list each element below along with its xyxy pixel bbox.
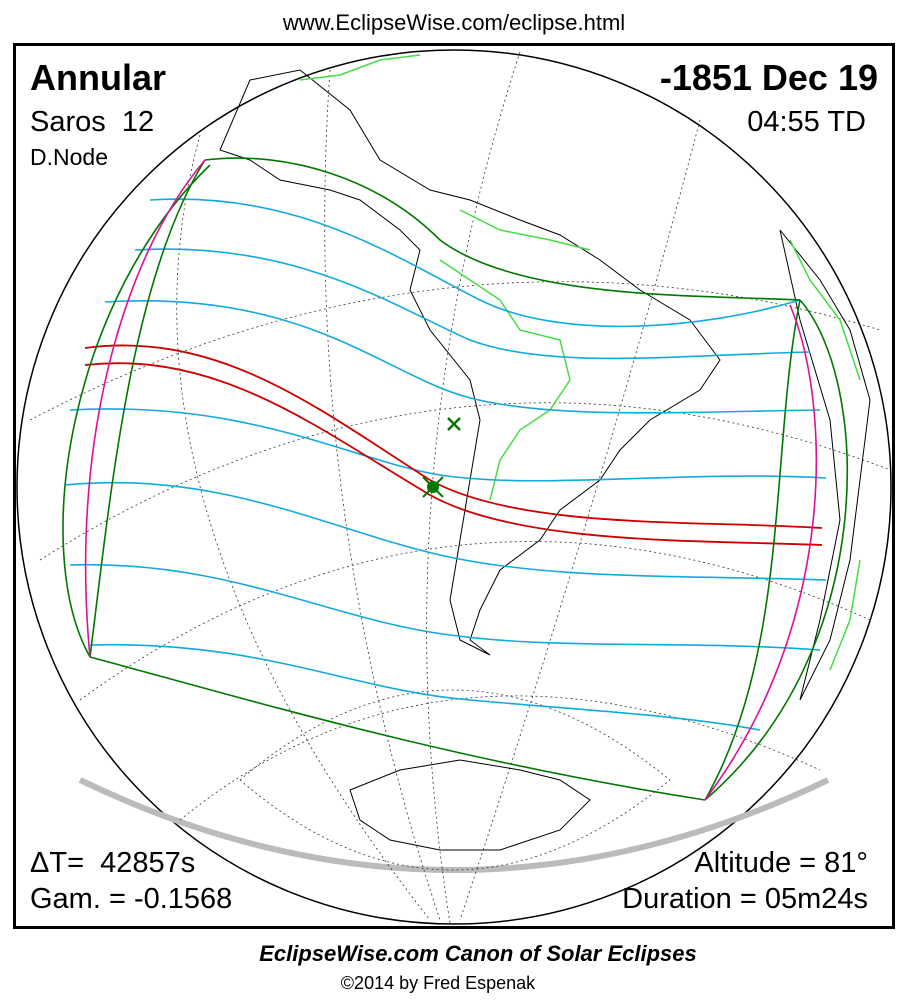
shade xyxy=(78,777,830,873)
eclipse-type: Annular xyxy=(30,57,166,98)
globe-outline xyxy=(16,49,892,925)
borders xyxy=(299,54,861,671)
gamma: Gam. = -0.1568 xyxy=(30,883,232,915)
central-path xyxy=(84,344,823,546)
saros: Saros 12 xyxy=(30,106,154,138)
penumbra-lines xyxy=(64,198,827,731)
footer-title: EclipseWise.com Canon of Solar Eclipses xyxy=(259,941,697,966)
duration: Duration = 05m24s xyxy=(622,883,868,915)
greatest-eclipse-star xyxy=(422,476,444,498)
altitude: Altitude = 81° xyxy=(694,847,868,879)
limits xyxy=(62,157,848,801)
globe xyxy=(16,49,892,925)
sub-solar-marker xyxy=(447,417,461,431)
land xyxy=(219,69,871,851)
copyright: ©2014 by Fred Espenak xyxy=(341,973,536,993)
markers xyxy=(422,417,461,498)
time: 04:55 TD xyxy=(747,106,866,138)
date: -1851 Dec 19 xyxy=(660,57,878,98)
url: www.EclipseWise.com/eclipse.html xyxy=(282,10,625,35)
delta-t: ΔT= 42857s xyxy=(30,847,195,879)
node: D.Node xyxy=(30,144,108,170)
